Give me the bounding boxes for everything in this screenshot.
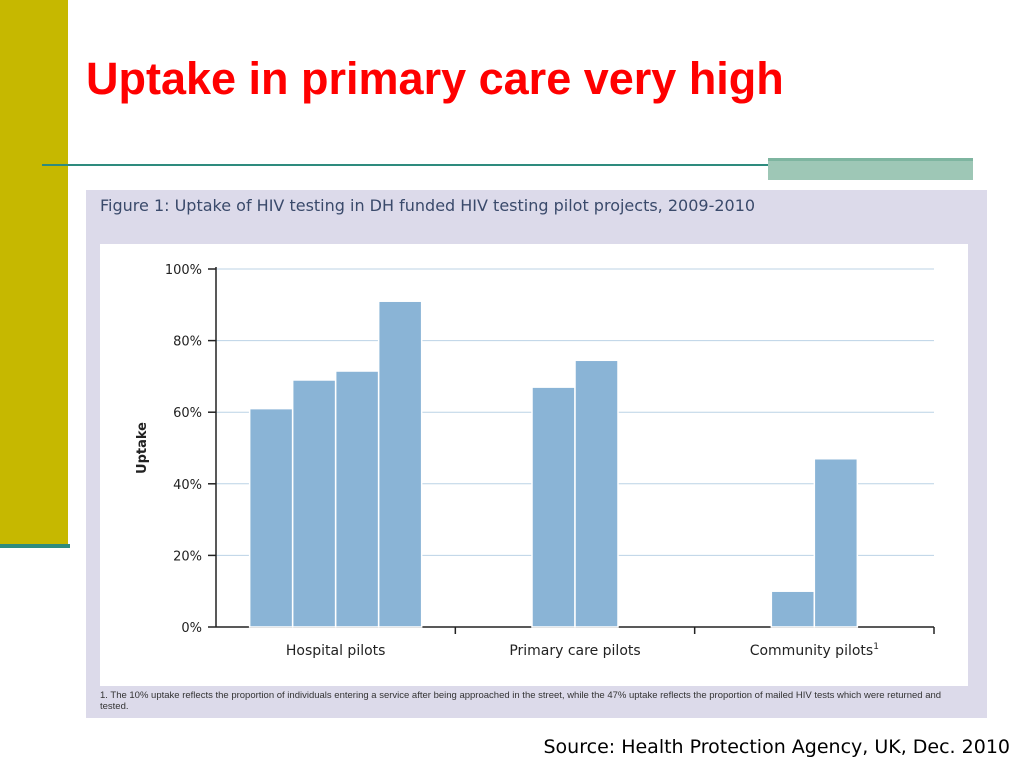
y-tick-label: 20% xyxy=(173,549,202,564)
bar xyxy=(531,386,576,628)
y-tick-label: 80% xyxy=(173,335,202,350)
figure-title: Figure 1: Uptake of HIV testing in DH fu… xyxy=(100,196,756,215)
bar xyxy=(248,407,294,628)
x-category-label: Hospital pilots xyxy=(286,643,386,659)
accent-bar xyxy=(0,0,68,546)
slide-title: Uptake in primary care very high xyxy=(86,53,784,104)
accent-bar-edge xyxy=(0,544,70,548)
chart-footnote: 1. The 10% uptake reflects the proportio… xyxy=(100,690,942,712)
footnote-marker: 1 xyxy=(873,642,879,652)
y-tick-label: 100% xyxy=(165,263,202,278)
title-divider xyxy=(42,164,972,166)
chart-area: 0% 20% 40% 60% 80% 100% Uptake Hospital pilots P… xyxy=(100,244,968,686)
x-category-label: Primary care pilots xyxy=(509,643,640,659)
figure-panel: Figure 1: Uptake of HIV testing in DH fu… xyxy=(86,190,987,718)
bar-chart: 0% 20% 40% 60% 80% 100% Uptake Hospital pilots P… xyxy=(135,263,935,659)
y-tick-label: 40% xyxy=(173,478,202,493)
y-tick-label: 0% xyxy=(181,621,202,636)
y-axis-label: Uptake xyxy=(135,422,150,474)
divider-accent-block xyxy=(768,158,973,180)
x-category-label: Community pilots1 xyxy=(750,642,879,659)
bar xyxy=(377,300,423,628)
source-citation: Source: Health Protection Agency, UK, De… xyxy=(543,736,1011,758)
bar xyxy=(334,370,380,628)
bar xyxy=(813,457,859,628)
bar xyxy=(574,359,619,628)
bar xyxy=(291,379,337,628)
y-tick-label: 60% xyxy=(173,406,202,421)
bar xyxy=(770,590,816,628)
